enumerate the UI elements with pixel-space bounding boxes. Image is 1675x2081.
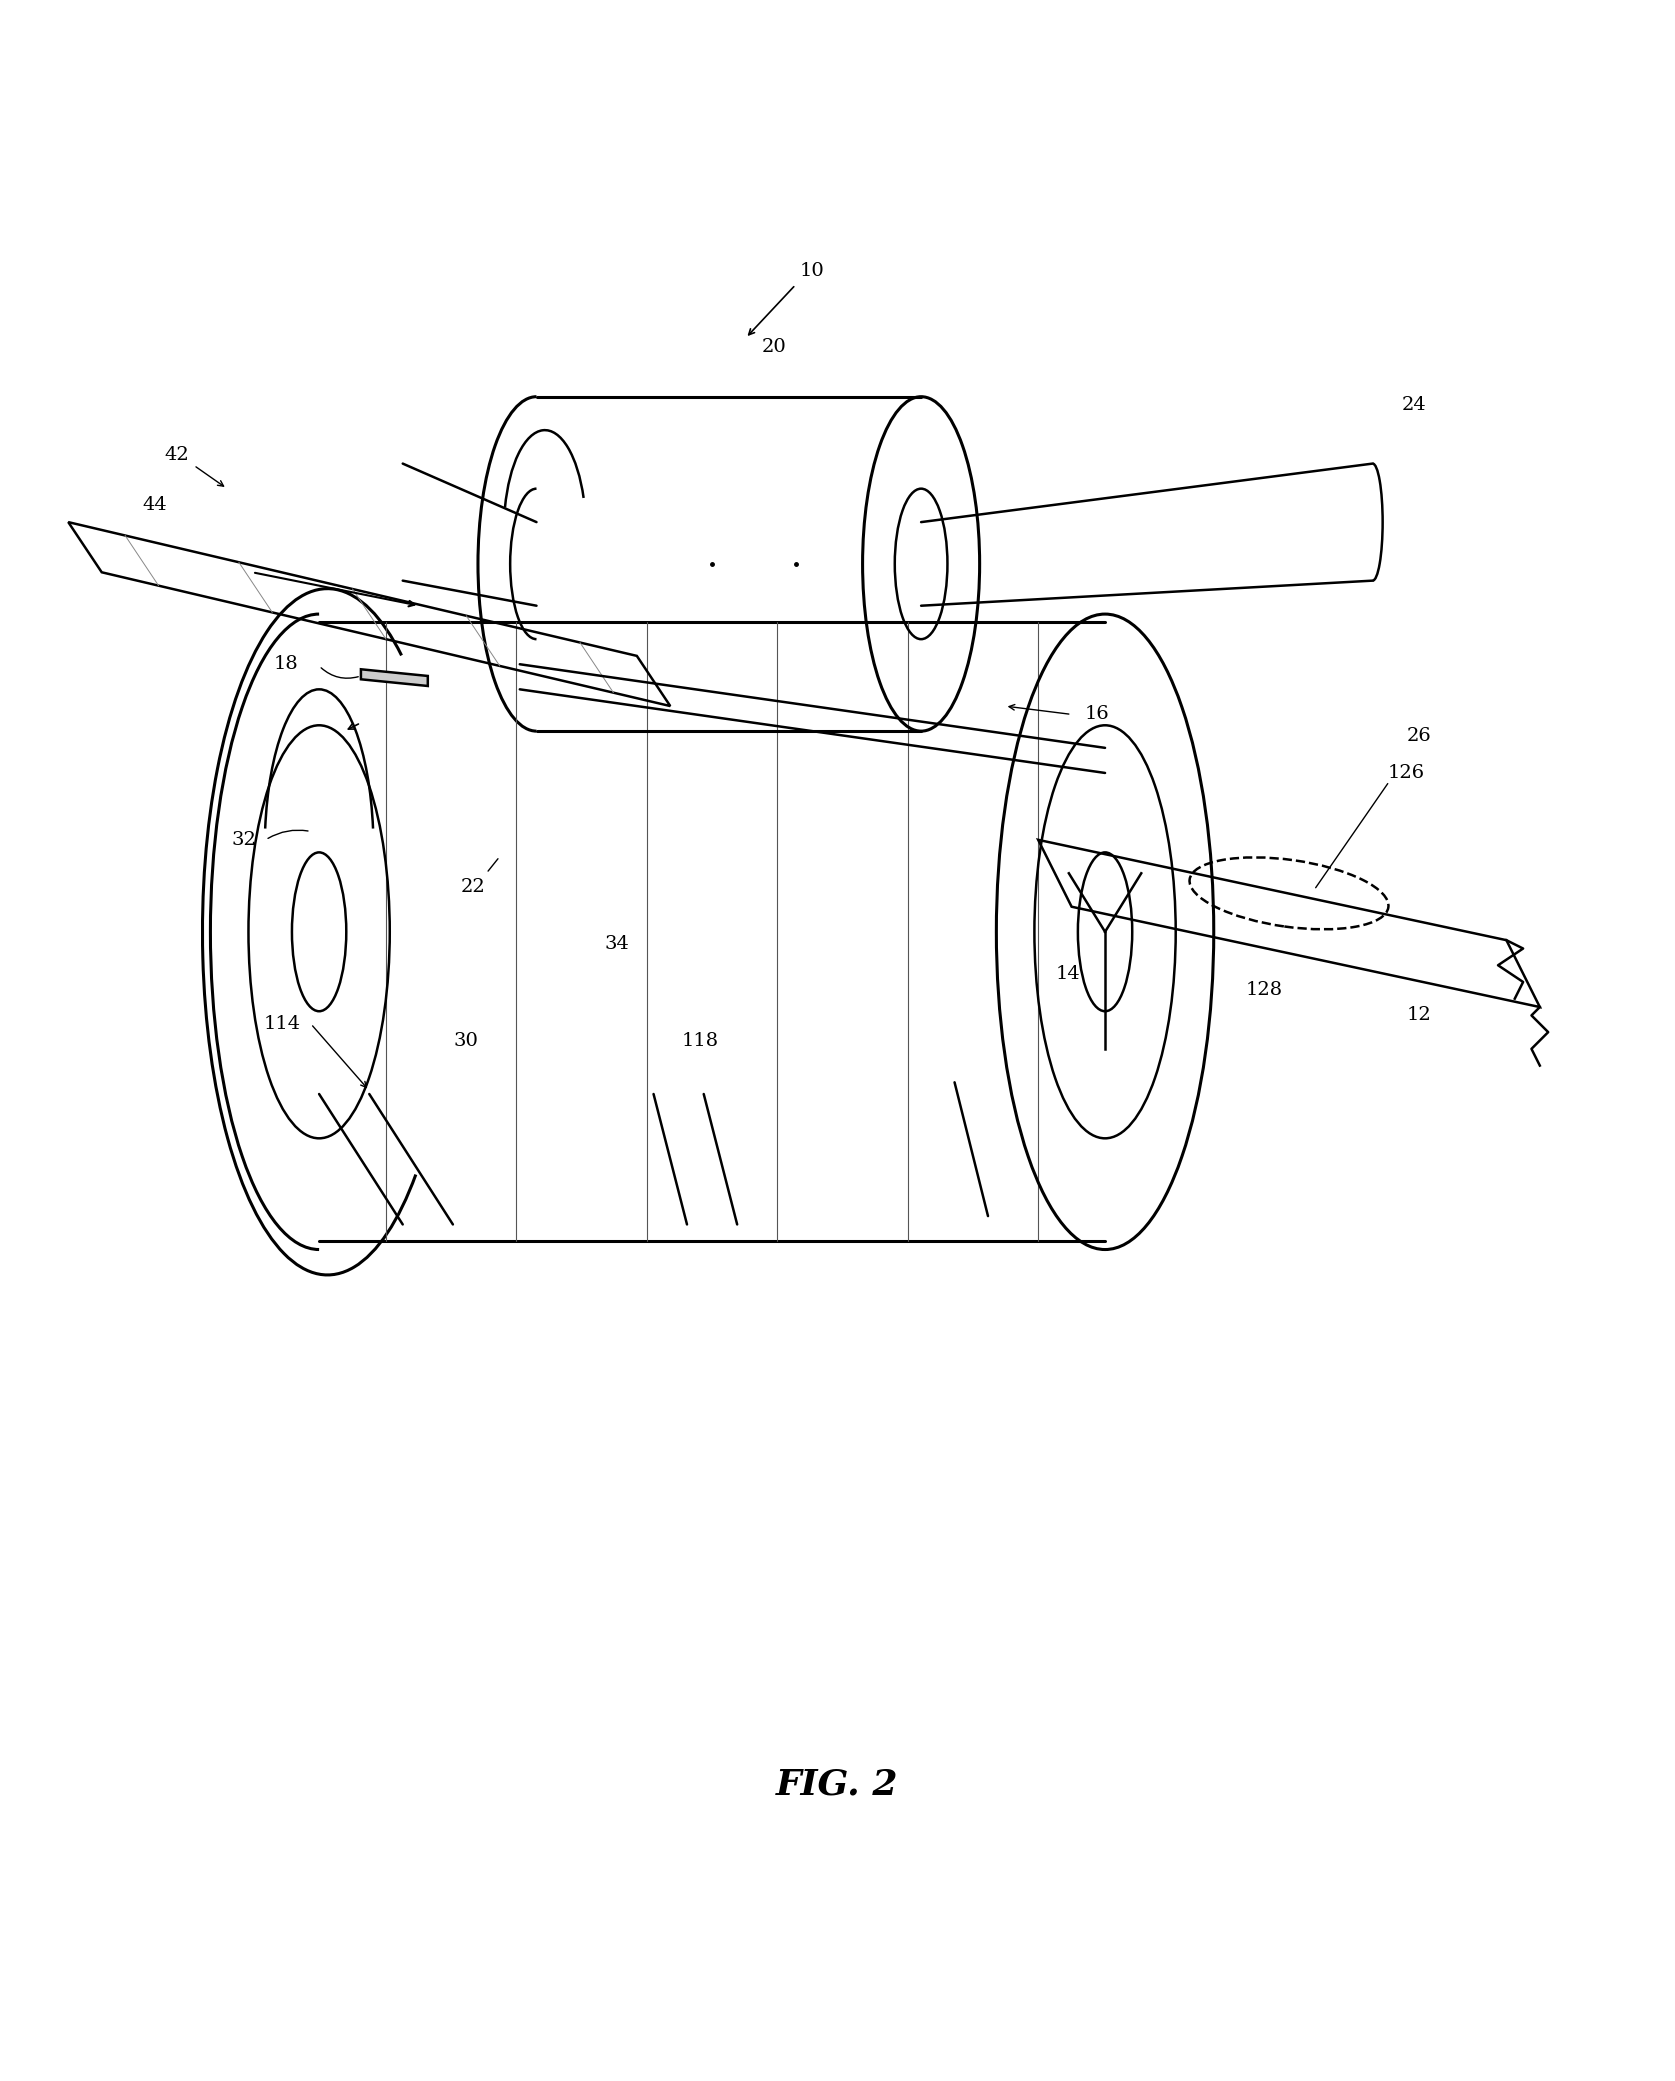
Text: 18: 18 bbox=[273, 656, 298, 674]
Text: 26: 26 bbox=[1407, 726, 1432, 745]
Text: 14: 14 bbox=[1055, 966, 1080, 982]
Text: 24: 24 bbox=[1402, 395, 1427, 414]
Text: 16: 16 bbox=[1084, 705, 1109, 724]
Text: FIG. 2: FIG. 2 bbox=[776, 1767, 899, 1802]
Text: 10: 10 bbox=[801, 262, 824, 281]
Text: 20: 20 bbox=[762, 337, 786, 356]
Polygon shape bbox=[360, 670, 427, 687]
Text: 12: 12 bbox=[1407, 1007, 1432, 1024]
Text: 30: 30 bbox=[454, 1032, 479, 1049]
Text: 114: 114 bbox=[263, 1016, 302, 1032]
Text: 118: 118 bbox=[682, 1032, 719, 1049]
Text: 34: 34 bbox=[605, 934, 630, 953]
Text: 32: 32 bbox=[231, 830, 256, 849]
Text: 44: 44 bbox=[142, 497, 168, 514]
Text: 128: 128 bbox=[1245, 982, 1283, 999]
Text: 42: 42 bbox=[164, 445, 189, 464]
Text: 22: 22 bbox=[461, 878, 486, 895]
Text: 126: 126 bbox=[1387, 764, 1425, 782]
